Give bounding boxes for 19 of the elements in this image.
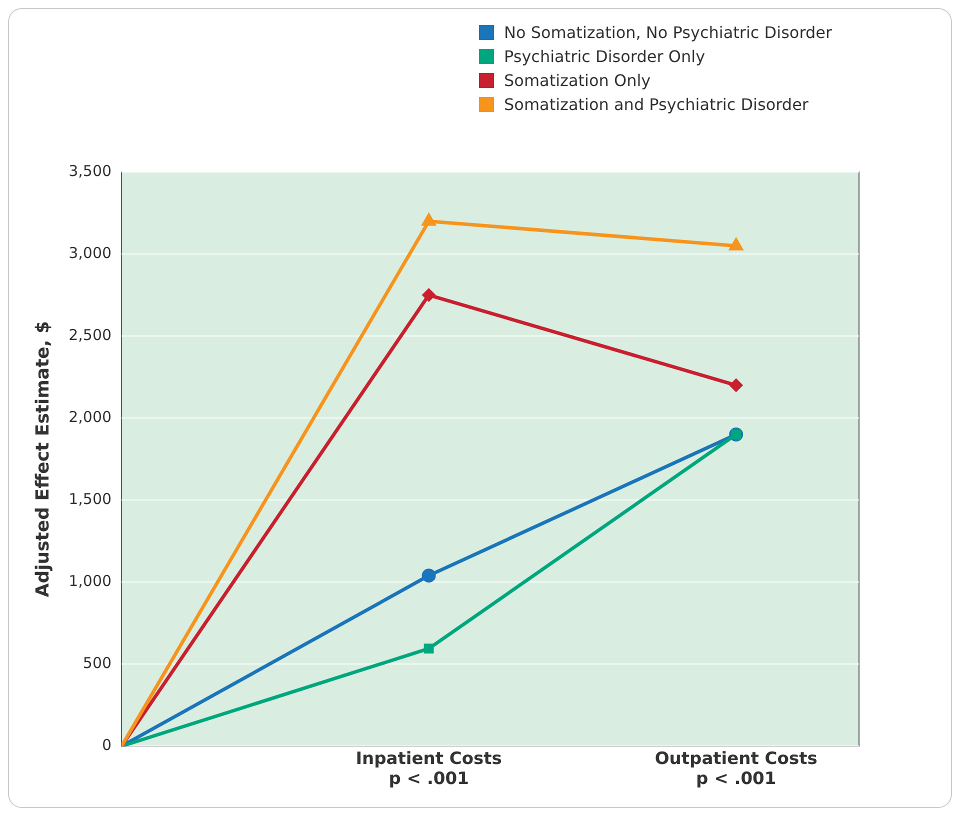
x-tick-label: Outpatient Costs p < .001 <box>654 748 818 790</box>
point <box>422 288 436 302</box>
y-tick-label: 2,000 <box>68 408 112 426</box>
point <box>422 568 436 583</box>
y-tick-label: 1,000 <box>68 572 112 590</box>
y-axis-title: Adjusted Effect Estimate, $ <box>32 320 54 598</box>
y-tick-label: 0 <box>102 736 112 754</box>
x-tick-label: Inpatient Costs p < .001 <box>356 748 502 790</box>
y-tick-label: 1,500 <box>68 490 112 508</box>
legend-label: No Somatization, No Psychiatric Disorder <box>504 23 832 42</box>
y-tick-label: 3,500 <box>68 162 112 180</box>
legend-label: Somatization Only <box>504 71 651 90</box>
point <box>729 378 744 392</box>
y-tick-label: 3,000 <box>68 244 112 262</box>
legend-label: Somatization and Psychiatric Disorder <box>504 95 808 114</box>
y-tick-label: 2,500 <box>68 326 112 344</box>
point <box>424 644 434 654</box>
legend-label: Psychiatric Disorder Only <box>504 47 706 66</box>
y-tick-label: 500 <box>82 654 112 672</box>
